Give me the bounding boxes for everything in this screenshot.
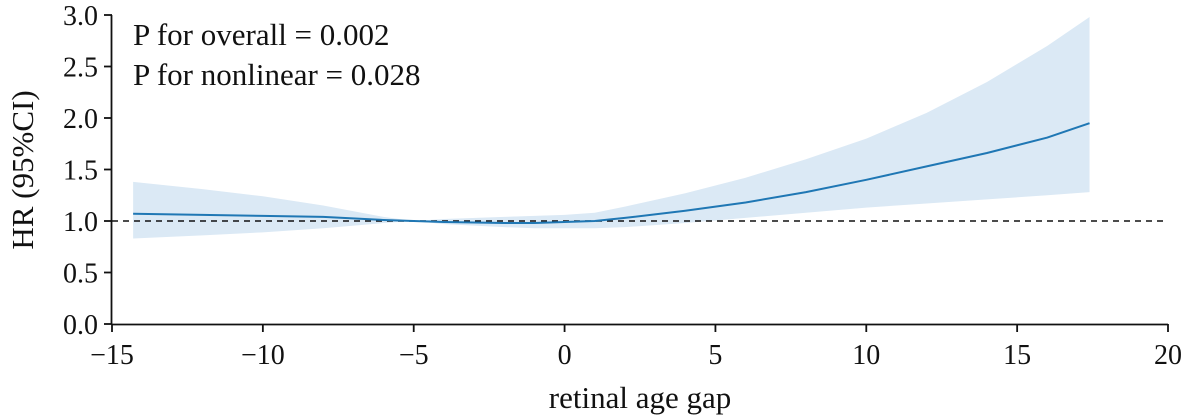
y-tick-label: 1.0 xyxy=(63,207,98,238)
x-tick-label: 15 xyxy=(1003,340,1031,371)
y-tick-label: 0.0 xyxy=(63,310,98,341)
x-tick-label: −5 xyxy=(399,340,429,371)
y-tick-label: 1.5 xyxy=(63,156,98,187)
x-tick-label: 20 xyxy=(1154,340,1182,371)
x-tick-label: −15 xyxy=(90,340,134,371)
annotation-p-nonlinear: P for nonlinear = 0.028 xyxy=(133,57,421,92)
y-tick-label: 3.0 xyxy=(63,1,98,32)
x-tick-label: 0 xyxy=(558,340,572,371)
hr-line-0 xyxy=(133,122,1090,225)
annotation-p-overall: P for overall = 0.002 xyxy=(133,17,390,52)
y-tick-label: 0.5 xyxy=(63,259,98,290)
axes: −15 −10 −5 0 5 10 15 20 0.0 0.5 1.0 1.5 2.0 2.5 3.0 xyxy=(63,1,1182,371)
plot-area xyxy=(112,17,1168,239)
chart-text: P for overall = 0.002 P for nonlinear = … xyxy=(5,17,731,415)
y-axis-title: HR (95%CI) xyxy=(5,90,40,249)
x-axis-title: retinal age gap xyxy=(549,380,731,415)
x-tick-label: 10 xyxy=(852,340,880,371)
y-tick-label: 2.5 xyxy=(63,53,98,84)
y-tick-label: 2.0 xyxy=(63,104,98,135)
x-tick-label: 5 xyxy=(708,340,722,371)
x-tick-label: −10 xyxy=(241,340,285,371)
